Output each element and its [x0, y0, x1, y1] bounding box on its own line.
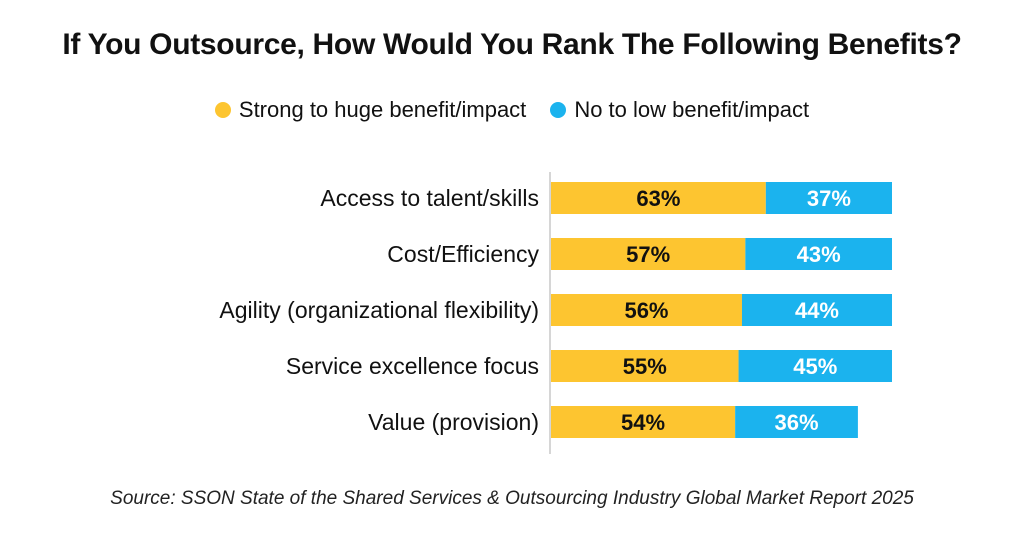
category-label: Cost/Efficiency: [387, 241, 539, 267]
data-label-low: 45%: [793, 354, 837, 379]
data-label-strong: 57%: [626, 242, 670, 267]
data-label-low: 37%: [807, 186, 851, 211]
legend-item-low: No to low benefit/impact: [550, 97, 809, 123]
data-label-strong: 63%: [636, 186, 680, 211]
data-label-low: 44%: [795, 298, 839, 323]
data-label-strong: 54%: [621, 410, 665, 435]
data-label-strong: 56%: [624, 298, 668, 323]
bar-strong-benefit: [551, 182, 766, 214]
bar-low-benefit: [735, 406, 858, 438]
bar-low-benefit: [745, 238, 892, 270]
bar-strong-benefit: [551, 350, 739, 382]
bar-strong-benefit: [551, 294, 742, 326]
category-label: Service excellence focus: [286, 353, 539, 379]
legend-label-strong: Strong to huge benefit/impact: [238, 97, 527, 122]
source-note: Source: SSON State of the Shared Service…: [110, 488, 914, 509]
bar-low-benefit: [741, 294, 892, 326]
data-label-strong: 55%: [623, 354, 667, 379]
legend-swatch-low: [550, 102, 567, 118]
chart-title: If You Outsource, How Would You Rank The…: [62, 28, 962, 61]
bar-low-benefit: [765, 182, 892, 214]
bar-strong-benefit: [551, 406, 736, 438]
legend-swatch-strong: [214, 102, 231, 118]
legend-label-low: No to low benefit/impact: [574, 97, 810, 122]
legend-item-strong: Strong to huge benefit/impact: [214, 97, 527, 123]
category-label: Agility (organizational flexibility): [219, 297, 539, 323]
data-label-low: 43%: [797, 242, 841, 267]
category-label: Access to talent/skills: [320, 185, 539, 211]
data-label-low: 36%: [774, 410, 818, 435]
category-label: Value (provision): [368, 409, 539, 435]
legend: Strong to huge benefit/impact No to low …: [0, 97, 1024, 123]
bar-strong-benefit: [551, 238, 746, 270]
bar-low-benefit: [738, 350, 892, 382]
